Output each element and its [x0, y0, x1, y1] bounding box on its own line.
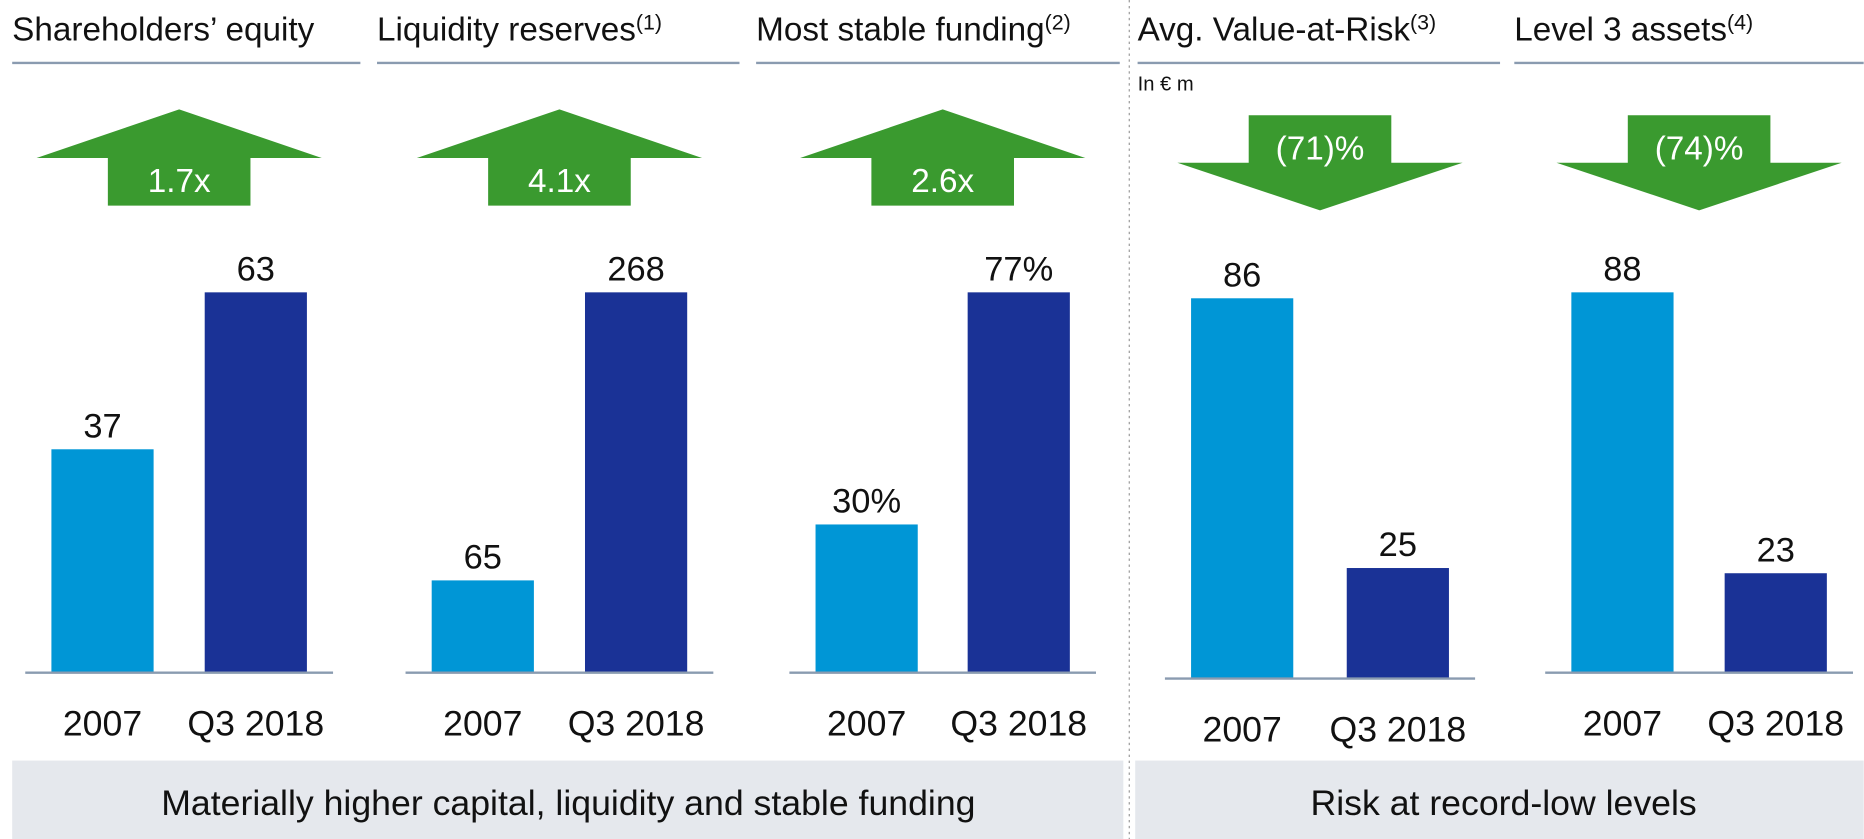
footnote-ref: (4) [1727, 11, 1753, 35]
x-tick-label: 2007 [443, 704, 522, 744]
x-tick-label: 2007 [1583, 704, 1662, 744]
title-text: Liquidity reserves [377, 11, 636, 48]
x-tick-label: Q3 2018 [1329, 710, 1466, 750]
panel-title: Most stable funding(2) [756, 11, 1071, 49]
x-tick-label: 2007 [1203, 710, 1282, 750]
bar [204, 292, 307, 673]
change-label: 2.6x [911, 163, 974, 200]
title-text: Most stable funding [756, 11, 1044, 48]
value-label: 63 [237, 250, 275, 288]
bar [584, 292, 688, 673]
panel-title: Level 3 assets(4) [1514, 11, 1753, 49]
value-label: 25 [1379, 526, 1417, 564]
panel-title: Shareholders’ equity [12, 11, 314, 48]
x-tick-label: Q3 2018 [1707, 704, 1844, 744]
banner-text: Materially higher capital, liquidity and… [161, 783, 975, 823]
change-label: (74)% [1655, 131, 1744, 168]
value-label: 65 [464, 539, 502, 577]
bar [1724, 573, 1827, 673]
title-text: Shareholders’ equity [12, 11, 314, 48]
banner-bg [12, 760, 1124, 839]
banner-text: Risk at record-low levels [1311, 783, 1697, 823]
x-tick-label: 2007 [827, 704, 906, 744]
change-label: 1.7x [148, 163, 211, 200]
panel-title: Avg. Value-at-Risk(3) [1138, 11, 1437, 49]
value-label: 37 [83, 407, 121, 445]
footnote-ref: (3) [1410, 11, 1436, 35]
x-tick-label: 2007 [63, 704, 142, 744]
title-text: Level 3 assets [1514, 11, 1727, 48]
bar [431, 580, 534, 673]
x-tick-label: Q3 2018 [568, 704, 705, 744]
x-tick-label: Q3 2018 [187, 704, 324, 744]
arrow-up [36, 109, 322, 206]
change-label: 4.1x [528, 163, 591, 200]
arrow-up [416, 109, 703, 206]
value-label: 77% [984, 250, 1053, 288]
bar [967, 292, 1070, 673]
banner-bg [1135, 760, 1864, 839]
bar [1346, 568, 1449, 679]
value-label: 30% [832, 483, 901, 521]
value-label: 23 [1757, 531, 1795, 569]
arrow-down [1177, 115, 1463, 211]
footnote-ref: (2) [1045, 11, 1071, 35]
bar [1191, 298, 1294, 679]
value-label: 86 [1223, 256, 1261, 294]
value-label: 88 [1603, 250, 1641, 288]
title-text: Avg. Value-at-Risk [1138, 11, 1411, 48]
arrow-up [800, 109, 1086, 206]
subtitle: In € m [1138, 73, 1194, 95]
value-label: 268 [607, 250, 664, 288]
panel-title: Liquidity reserves(1) [377, 11, 662, 49]
bar [815, 524, 918, 673]
x-tick-label: Q3 2018 [950, 704, 1087, 744]
bar [1571, 292, 1674, 673]
footnote-ref: (1) [636, 11, 662, 35]
bar [51, 449, 154, 673]
change-label: (71)% [1276, 131, 1365, 168]
